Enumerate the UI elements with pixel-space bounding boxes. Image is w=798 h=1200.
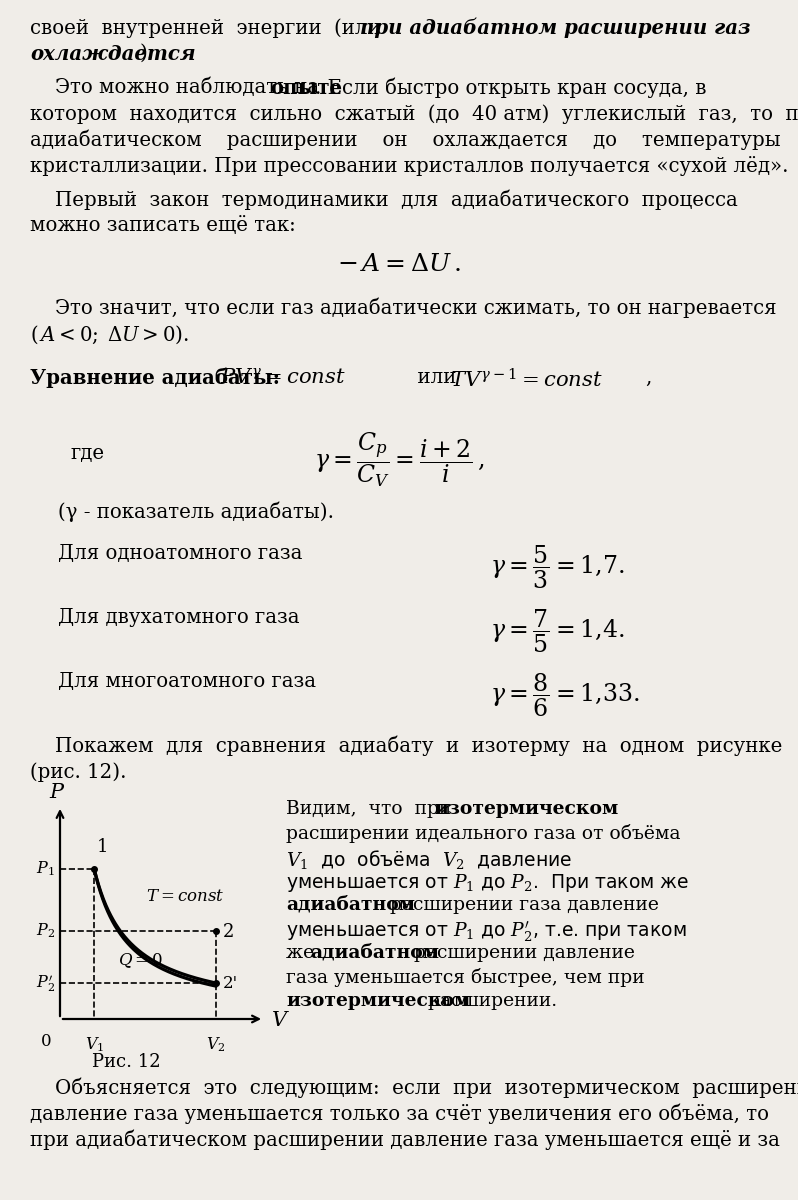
Text: Первый  закон  термодинамики  для  адиабатического  процесса: Первый закон термодинамики для адиабатич… (55, 190, 737, 210)
Text: при адиабатном расширении газ: при адиабатном расширении газ (360, 18, 751, 38)
Text: расширении газа давление: расширении газа давление (384, 896, 659, 914)
Text: уменьшается от $P_1$ до $P_2$.  При таком же: уменьшается от $P_1$ до $P_2$. При таком… (286, 872, 689, 894)
Text: газа уменьшается быстрее, чем при: газа уменьшается быстрее, чем при (286, 968, 645, 986)
Text: адиабатическом    расширении    он    охлаждается    до    температуры: адиабатическом расширении он охлаждается… (30, 130, 780, 150)
Text: $T=const$: $T=const$ (146, 887, 225, 905)
Text: расширении идеального газа от объёма: расширении идеального газа от объёма (286, 824, 681, 842)
Text: 1: 1 (97, 838, 109, 856)
Text: или: или (405, 368, 469, 386)
Text: кристаллизации. При прессовании кристаллов получается «сухой лёд».: кристаллизации. При прессовании кристалл… (30, 156, 788, 176)
Text: Это значит, что если газ адиабатически сжимать, то он нагревается: Это значит, что если газ адиабатически с… (55, 298, 776, 318)
Text: Видим,  что  при: Видим, что при (286, 800, 464, 818)
Text: Уравнение адиабаты:: Уравнение адиабаты: (30, 368, 280, 389)
Text: Это можно наблюдать на: Это можно наблюдать на (55, 78, 326, 97)
Text: $V_1$: $V_1$ (85, 1034, 104, 1054)
Text: $\gamma=\dfrac{7}{5}=1{,}4.$: $\gamma=\dfrac{7}{5}=1{,}4.$ (490, 608, 625, 655)
Text: уменьшается от $P_1$ до $P_2'$, т.е. при таком: уменьшается от $P_1$ до $P_2'$, т.е. при… (286, 920, 686, 944)
Text: своей  внутренней  энергии  (или: своей внутренней энергии (или (30, 18, 393, 37)
Text: $-\,A=\Delta U\,.$: $-\,A=\Delta U\,.$ (337, 252, 461, 276)
Text: $\gamma=\dfrac{5}{3}=1{,}7.$: $\gamma=\dfrac{5}{3}=1{,}7.$ (490, 544, 625, 592)
Text: адиабатном: адиабатном (286, 896, 415, 914)
Text: расширении.: расширении. (422, 992, 557, 1010)
Text: изотермическом: изотермическом (434, 800, 618, 818)
Text: же: же (286, 944, 320, 962)
Text: охлаждается: охлаждается (30, 44, 196, 64)
Text: 2: 2 (223, 923, 234, 941)
Text: где: где (70, 444, 104, 463)
Text: Объясняется  это  следующим:  если  при  изотермическом  расширении: Объясняется это следующим: если при изот… (55, 1078, 798, 1098)
Text: $PV^{\gamma}=const$: $PV^{\gamma}=const$ (220, 368, 346, 388)
Text: ,: , (645, 368, 651, 386)
Text: V: V (272, 1012, 287, 1031)
Text: $V_1$  до  объёма  $V_2$  давление: $V_1$ до объёма $V_2$ давление (286, 848, 572, 871)
Text: $(\,A<0;\;\Delta U>0).$: $(\,A<0;\;\Delta U>0).$ (30, 324, 189, 347)
Text: Для двухатомного газа: Для двухатомного газа (58, 608, 299, 626)
Text: . Если быстро открыть кран сосуда, в: . Если быстро открыть кран сосуда, в (315, 78, 706, 98)
Text: (γ - показатель адиабаты).: (γ - показатель адиабаты). (58, 502, 334, 522)
Text: опыте: опыте (270, 78, 342, 98)
Text: адиабатном: адиабатном (310, 944, 439, 962)
Text: $P_2$: $P_2$ (36, 922, 55, 941)
Text: P: P (49, 782, 63, 802)
Text: Рис. 12: Рис. 12 (93, 1054, 161, 1070)
Text: расширении давление: расширении давление (408, 944, 635, 962)
Text: изотермическом: изотермическом (286, 992, 470, 1010)
Text: Покажем  для  сравнения  адиабату  и  изотерму  на  одном  рисунке: Покажем для сравнения адиабату и изотерм… (55, 736, 782, 756)
Text: $V_2$: $V_2$ (206, 1034, 226, 1054)
Text: $\gamma=\dfrac{C_p}{C_V}=\dfrac{i+2}{i}\,,$: $\gamma=\dfrac{C_p}{C_V}=\dfrac{i+2}{i}\… (314, 430, 484, 488)
Text: ).: ). (140, 44, 154, 62)
Text: $Q=0$: $Q=0$ (118, 950, 164, 970)
Text: $P_2'$: $P_2'$ (36, 972, 55, 994)
Text: при адиабатическом расширении давление газа уменьшается ещё и за: при адиабатическом расширении давление г… (30, 1129, 780, 1150)
Text: Для многоатомного газа: Для многоатомного газа (58, 672, 316, 691)
Text: $\gamma=\dfrac{8}{6}=1{,}33.$: $\gamma=\dfrac{8}{6}=1{,}33.$ (490, 672, 639, 719)
Text: (рис. 12).: (рис. 12). (30, 762, 127, 781)
Text: давление газа уменьшается только за счёт увеличения его объёма, то: давление газа уменьшается только за счёт… (30, 1103, 769, 1123)
Text: котором  находится  сильно  сжатый  (до  40 атм)  углекислый  газ,  то  при: котором находится сильно сжатый (до 40 а… (30, 104, 798, 124)
Text: $TV^{\gamma-1}=const$: $TV^{\gamma-1}=const$ (450, 368, 602, 391)
Text: $P_1$: $P_1$ (37, 859, 55, 878)
Text: 0: 0 (41, 1033, 51, 1050)
Text: Для одноатомного газа: Для одноатомного газа (58, 544, 302, 563)
Text: можно записать ещё так:: можно записать ещё так: (30, 216, 296, 235)
Text: 2': 2' (223, 976, 238, 992)
